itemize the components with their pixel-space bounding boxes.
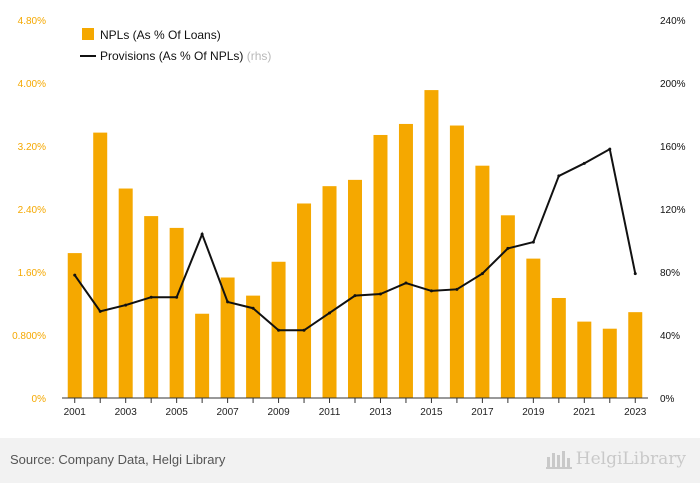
provisions-point-2018 [506,246,510,250]
legend: NPLs (As % Of Loans) Provisions (As % Of… [80,28,271,63]
bar-2007 [220,277,235,398]
x-tick-label: 2019 [522,407,545,418]
y-right-tick-label: 120% [660,205,686,216]
bar-2002 [93,132,108,399]
bar-2004 [144,216,159,398]
npl-bars [67,90,643,399]
provisions-point-2014 [404,281,408,285]
logo-text: HelgiLibrary [575,449,686,469]
provisions-point-2012 [353,294,357,298]
y-left-tick-label: 0% [32,394,47,405]
x-axis: 2001 2003 2005 2007 2009 2011 2013 2015 2017 2019… [62,397,648,418]
y-left-tick-label: 0.800% [12,331,46,342]
provisions-point-2023 [633,272,637,276]
bar-2011 [322,186,337,398]
chart: NPLs (As % Of Loans) Provisions (As % Of… [12,16,686,418]
y-right-tick-label: 240% [660,16,686,27]
bar-2018 [500,215,515,398]
provisions-point-2009 [277,328,281,332]
provisions-point-2003 [124,303,128,307]
provisions-point-2002 [98,309,102,313]
bar-2016 [449,125,464,399]
bar-2012 [348,179,362,398]
provisions-point-2021 [582,161,586,165]
provisions-point-2010 [302,328,306,332]
y-right-tick-label: 0% [660,394,675,405]
y-left-tick-label: 4.00% [18,79,46,90]
y-left-tick-label: 2.40% [18,205,46,216]
bar-2010 [297,203,312,398]
provisions-line-group [73,147,637,332]
footer-bar [0,438,700,483]
bar-2023 [628,312,643,398]
legend-label-npls: NPLs (As % Of Loans) [100,28,221,42]
y-right-tick-label: 200% [660,79,686,90]
x-tick-label: 2015 [420,407,443,418]
source-note: Source: Company Data, Helgi Library [10,452,226,467]
legend-label-rhs: (rhs) [247,49,272,63]
bar-2003 [118,188,133,398]
legend-label-provisions-name: Provisions (As % Of NPLs) [100,49,243,63]
x-tick-label: 2001 [64,407,87,418]
x-tick-label: 2013 [369,407,392,418]
helgi-library-logo: HelgiLibrary [545,449,686,469]
y-left-tick-label: 4.80% [18,16,46,27]
provisions-point-2017 [480,272,484,276]
provisions-point-2008 [251,306,255,310]
bar-2006 [195,313,210,398]
x-tick-label: 2023 [624,407,647,418]
x-tick-label: 2017 [471,407,494,418]
provisions-point-2020 [557,174,561,178]
bar-2019 [526,258,541,398]
provisions-point-2019 [531,240,535,244]
bar-2008 [246,295,261,398]
bar-2005 [169,227,184,398]
y-left-tick-label: 1.60% [18,268,46,279]
provisions-point-2013 [378,292,382,296]
y-right-tick-label: 80% [660,268,680,279]
x-tick-label: 2009 [267,407,290,418]
legend-label-provisions: Provisions (As % Of NPLs) (rhs) [100,49,271,63]
x-tick-label: 2011 [319,407,341,418]
provisions-point-2011 [328,311,332,315]
bar-2014 [398,123,413,398]
y-left-tick-label: 3.20% [18,142,46,153]
x-tick-label: 2021 [573,407,596,418]
legend-swatch-npls [82,28,94,40]
x-tick-label: 2007 [216,407,239,418]
y-right-tick-label: 40% [660,331,680,342]
provisions-point-2004 [149,295,153,299]
bar-2021 [577,321,592,398]
bar-2020 [551,297,566,398]
helgi-library-logo-icon [545,451,572,469]
y-right-tick-label: 160% [660,142,686,153]
bar-2017 [475,165,490,398]
provisions-point-2022 [608,147,612,151]
y-axis-right: 0% 40% 80% 120% 160% 200% 240% [660,16,686,405]
y-axis-left: 0% 0.800% 1.60% 2.40% 3.20% 4.00% 4.80% [12,16,46,405]
bar-2013 [373,134,388,398]
provisions-point-2006 [200,232,204,236]
bar-2022 [602,328,617,398]
provisions-point-2007 [226,300,230,304]
provisions-point-2016 [455,287,459,291]
bar-2015 [424,90,439,399]
provisions-point-2005 [175,295,179,299]
x-tick-label: 2003 [115,407,138,418]
bar-2001 [67,253,82,398]
provisions-point-2015 [429,289,433,293]
provisions-point-2001 [73,273,77,277]
x-tick-label: 2005 [166,407,189,418]
